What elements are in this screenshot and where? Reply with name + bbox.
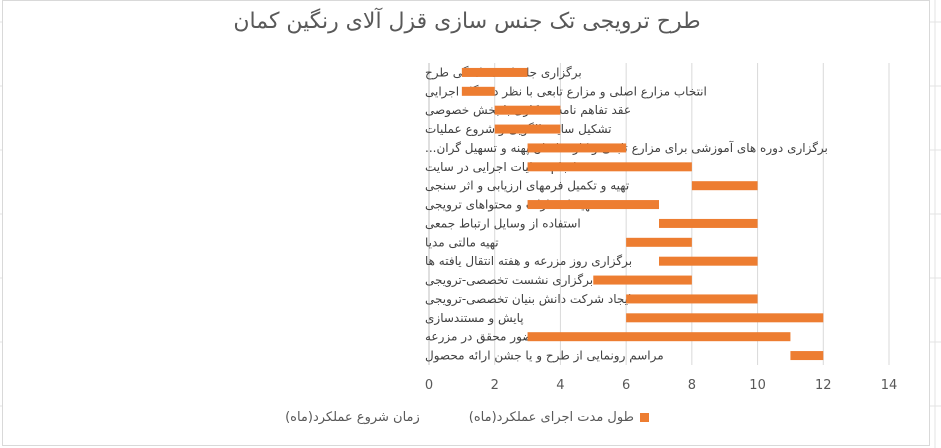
bar-duration [494, 105, 561, 115]
bar-duration [494, 124, 561, 134]
x-tick-label: 14 [881, 378, 898, 393]
bar-duration [626, 237, 692, 247]
category-label: برگزاری روز مزرعه و هفته انتقال یافته ها [425, 254, 632, 269]
category-label: استفاده از وسایل ارتباط جمعی [425, 216, 581, 231]
category-label: حضور محقق در مزرعه [425, 330, 540, 345]
x-tick-label: 10 [749, 378, 766, 393]
bar-duration [527, 143, 627, 153]
bar-duration [626, 313, 824, 323]
x-tick-label: 6 [622, 378, 630, 393]
bar-duration [527, 332, 791, 342]
bar-duration [527, 200, 659, 210]
bar-duration [626, 294, 758, 304]
x-tick-label: 4 [556, 378, 564, 393]
legend-item-duration: طول مدت اجرای عملکرد(ماه) [469, 410, 649, 425]
category-label: مراسم رونمایی از طرح و یا جشن ارائه محصو… [425, 349, 664, 364]
category-label: پایش و مستندسازی [425, 311, 524, 326]
legend-swatch-duration [639, 413, 649, 422]
category-label: برگزاری دوره های آموزشی برای مزارع تابعی… [425, 140, 828, 156]
x-tick-label: 0 [425, 378, 433, 393]
bar-duration [691, 181, 758, 191]
bar-duration [593, 275, 692, 285]
category-label: انتخاب مزارع اصلی و مزارع تابعی با نظر د… [425, 84, 707, 99]
legend: طول مدت اجرای عملکرد(ماه) زمان شروع عملک… [3, 410, 931, 425]
chart-title: طرح ترویجی تک جنس سازی قزل آلای رنگین کم… [233, 9, 701, 34]
x-tick-label: 12 [815, 378, 832, 393]
legend-label-start: زمان شروع عملکرد(ماه) [285, 410, 420, 425]
x-tick-label: 8 [688, 378, 696, 393]
bar-duration [790, 351, 824, 361]
bar-duration [659, 256, 758, 266]
legend-label-duration: طول مدت اجرای عملکرد(ماه) [468, 410, 634, 425]
bar-duration [461, 67, 528, 77]
bar-duration [659, 218, 758, 228]
bar-duration [527, 162, 692, 172]
legend-swatch-start [426, 413, 435, 422]
category-label: تهیه و تکمیل فرمهای ارزیابی و اثر سنجی [425, 179, 629, 194]
category-label: ایجاد شرکت دانش بنیان تخصصی-ترویجی [425, 292, 631, 307]
legend-item-start: زمان شروع عملکرد(ماه) [285, 410, 435, 425]
bar-duration [461, 86, 495, 96]
category-label: برگزاری نشست تخصصی-ترویجی [425, 273, 593, 288]
category-label: تهیه مالتی مدیا [425, 235, 499, 249]
x-tick-label: 2 [491, 378, 499, 393]
